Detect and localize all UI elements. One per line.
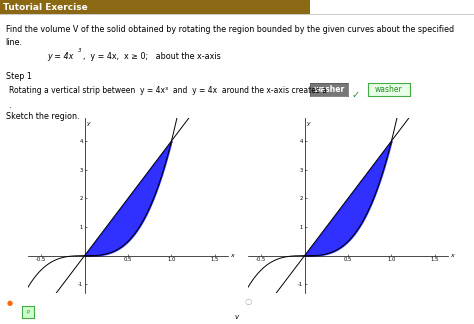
- Text: x: x: [231, 253, 234, 258]
- Text: 3: 3: [78, 48, 82, 53]
- Text: ○: ○: [244, 297, 251, 306]
- Text: v: v: [235, 314, 239, 320]
- Text: y = 4x: y = 4x: [47, 52, 74, 61]
- Text: ,  y = 4x,  x ≥ 0;   about the x-axis: , y = 4x, x ≥ 0; about the x-axis: [83, 52, 221, 61]
- Text: .: .: [9, 101, 11, 110]
- Text: Rotating a vertical strip between  y = 4x³  and  y = 4x  around the x-axis creat: Rotating a vertical strip between y = 4x…: [9, 86, 327, 95]
- Text: Tutorial Exercise: Tutorial Exercise: [3, 3, 88, 11]
- Text: ✓: ✓: [352, 90, 360, 100]
- Text: washer: washer: [375, 85, 403, 94]
- Text: Step 1: Step 1: [6, 72, 32, 81]
- Text: y: y: [306, 121, 310, 126]
- Text: line.: line.: [6, 38, 23, 47]
- Text: washer: washer: [313, 85, 345, 94]
- Text: Find the volume V of the solid obtained by rotating the region bounded by the gi: Find the volume V of the solid obtained …: [6, 25, 454, 34]
- Text: Sketch the region.: Sketch the region.: [6, 112, 79, 121]
- Text: P: P: [27, 309, 29, 315]
- Text: y: y: [86, 121, 90, 126]
- Text: x: x: [451, 253, 455, 258]
- Text: ●: ●: [7, 300, 13, 306]
